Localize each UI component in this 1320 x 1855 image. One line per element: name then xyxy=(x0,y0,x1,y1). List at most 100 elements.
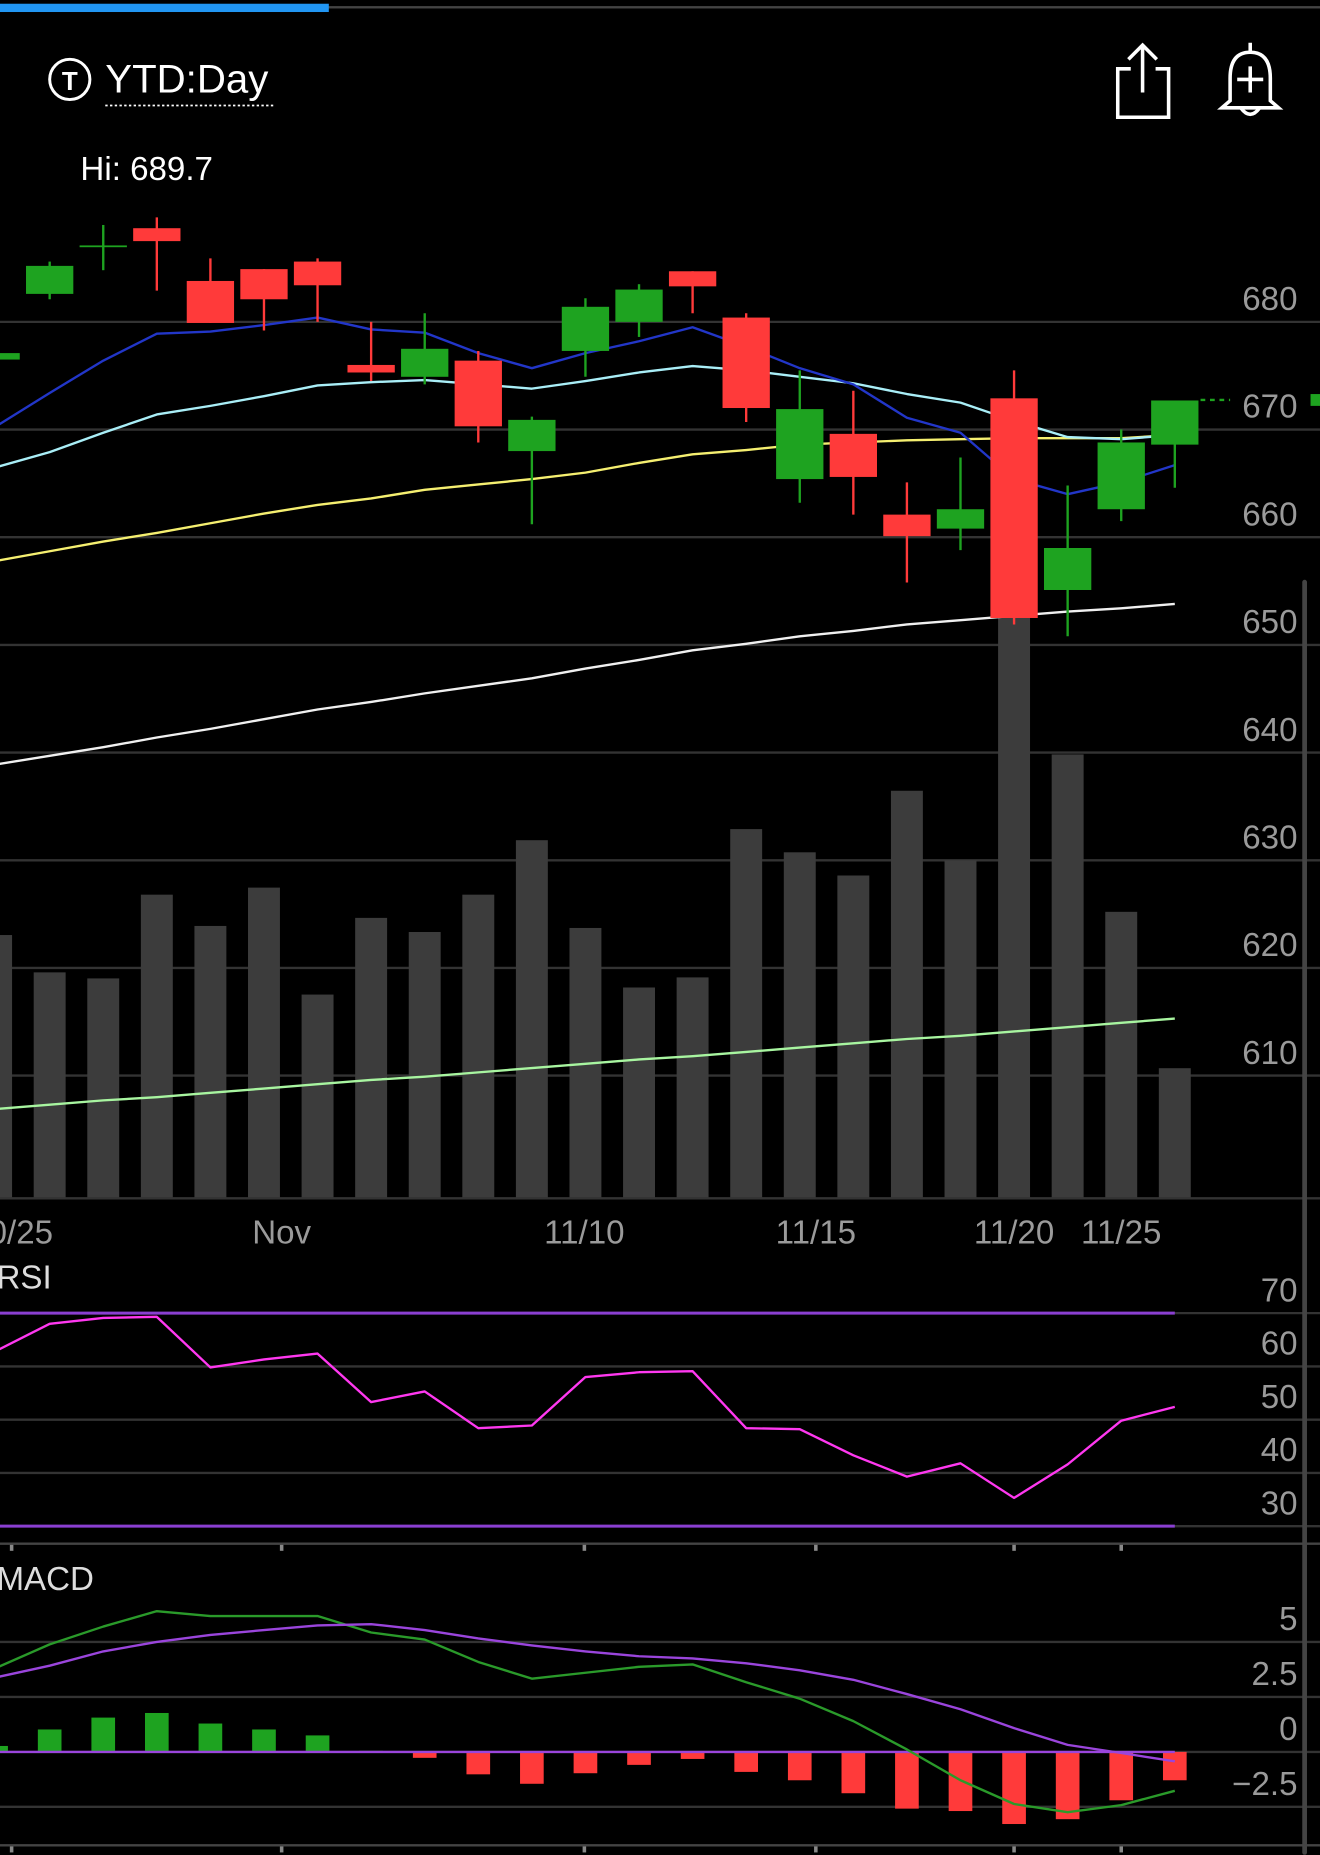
candle-body xyxy=(1097,442,1145,510)
share-button[interactable] xyxy=(1115,42,1171,120)
y-tick-label: −2.5 xyxy=(1232,1766,1297,1803)
y-tick-label: 40 xyxy=(1261,1432,1298,1469)
bell xyxy=(1217,42,1284,110)
candle-body xyxy=(240,269,288,300)
indicator-line xyxy=(0,433,1175,562)
volume-bar xyxy=(944,860,977,1199)
histogram-bar xyxy=(466,1751,491,1775)
candle-body xyxy=(615,289,663,322)
histogram-bar xyxy=(573,1751,598,1774)
histogram-bar xyxy=(627,1751,651,1765)
panel-title: RSI xyxy=(0,1259,52,1296)
progress-track xyxy=(0,6,1320,9)
timeframe-title: YTD:Day xyxy=(105,56,269,101)
candle-body xyxy=(883,514,931,537)
histogram-bar xyxy=(144,1712,169,1752)
y-tick-label: 650 xyxy=(1242,604,1297,641)
y-tick-label: 0 xyxy=(1279,1711,1297,1748)
x-tick-label: 11/15 xyxy=(776,1214,856,1251)
volume-bar xyxy=(623,987,655,1199)
histogram-bar xyxy=(1109,1751,1134,1801)
plot: 610 620 630 640 650 660 670 680 10/25 Nov 11/10 11/… xyxy=(0,217,1320,1853)
histogram-bar xyxy=(0,1745,8,1752)
volume-bar xyxy=(1158,1068,1191,1199)
timeframe-selector[interactable]: T YTD:Day xyxy=(48,56,275,107)
y-tick-label: 60 xyxy=(1261,1326,1298,1363)
histogram-bar xyxy=(1055,1751,1080,1820)
x-tick-label: 11/10 xyxy=(544,1214,624,1251)
histogram-bar xyxy=(252,1729,276,1752)
bell-plus xyxy=(1237,66,1264,93)
volume-bar xyxy=(890,790,923,1199)
x-tick-label: 11/25 xyxy=(1081,1214,1161,1251)
indicator-line xyxy=(0,602,1175,765)
histogram-bar xyxy=(841,1751,866,1794)
volume-bar xyxy=(140,894,173,1199)
progress-bar xyxy=(0,3,329,13)
volume-bar xyxy=(33,972,66,1199)
histogram-bar xyxy=(412,1751,437,1758)
y-tick-label: 610 xyxy=(1242,1035,1297,1072)
alert-button[interactable] xyxy=(1217,42,1284,117)
histogram-bar xyxy=(37,1729,62,1752)
y-tick-label: 630 xyxy=(1242,819,1297,856)
share-box xyxy=(1115,67,1171,120)
y-tick-label: 5 xyxy=(1279,1601,1297,1638)
volume-bar xyxy=(87,978,120,1199)
volume-bar xyxy=(301,994,334,1199)
histogram-bar xyxy=(787,1751,812,1781)
candle-body xyxy=(990,398,1038,618)
volume-bar xyxy=(998,615,1031,1199)
indicator-line xyxy=(0,1315,1176,1500)
candle-body xyxy=(186,280,235,323)
scrollbar xyxy=(1302,579,1307,1855)
y-tick-label: 640 xyxy=(1242,712,1297,749)
volume-bar xyxy=(783,852,816,1199)
indicator-line xyxy=(0,1017,1175,1110)
candle-body xyxy=(561,306,610,351)
y-tick-label: 50 xyxy=(1261,1379,1298,1416)
candle-body xyxy=(722,317,770,409)
candle-body xyxy=(454,360,502,427)
volume-bar xyxy=(355,917,388,1199)
candle-body xyxy=(668,271,717,287)
y-tick-label: 660 xyxy=(1242,496,1297,533)
histogram-bar xyxy=(520,1751,544,1784)
candle-body xyxy=(1151,400,1199,445)
x-tick-label: 10/25 xyxy=(0,1214,53,1251)
histogram-bar xyxy=(198,1723,223,1752)
histogram-bar xyxy=(305,1735,330,1752)
y-tick-label: 30 xyxy=(1261,1485,1298,1522)
volume-bar xyxy=(676,977,709,1199)
candle-body xyxy=(936,509,985,529)
volume-bar xyxy=(515,840,548,1199)
y-tick-label: 680 xyxy=(1242,281,1297,318)
y-tick-label: 70 xyxy=(1261,1272,1298,1309)
y-tick-label: 620 xyxy=(1242,927,1297,964)
x-tick-label: 11/20 xyxy=(974,1214,1054,1251)
y-tick-label: 2.5 xyxy=(1251,1656,1297,1693)
share-arrow xyxy=(1127,42,1159,93)
histogram-bar xyxy=(680,1751,705,1759)
candle-body xyxy=(829,433,877,477)
histogram-bar xyxy=(91,1717,116,1752)
volume-bar xyxy=(462,894,495,1199)
candle-body xyxy=(508,419,556,452)
last-price-tag xyxy=(1310,394,1320,406)
y-tick-label: 670 xyxy=(1242,389,1297,426)
volume-bar xyxy=(248,887,280,1199)
histogram-bar xyxy=(734,1751,759,1772)
bell-clapper xyxy=(1239,106,1262,117)
volume-bar xyxy=(0,935,13,1199)
candle-body xyxy=(347,364,395,373)
candle-body xyxy=(0,353,20,360)
candle-body xyxy=(401,348,449,377)
volume-bar xyxy=(408,932,441,1199)
indicator-line xyxy=(0,364,1175,468)
histogram-bar xyxy=(1002,1751,1026,1825)
indicator-line xyxy=(0,1622,1175,1763)
volume-bar xyxy=(837,875,870,1199)
candle-body xyxy=(776,409,824,480)
volume-bar xyxy=(1105,911,1138,1199)
candle-body xyxy=(1043,547,1092,590)
